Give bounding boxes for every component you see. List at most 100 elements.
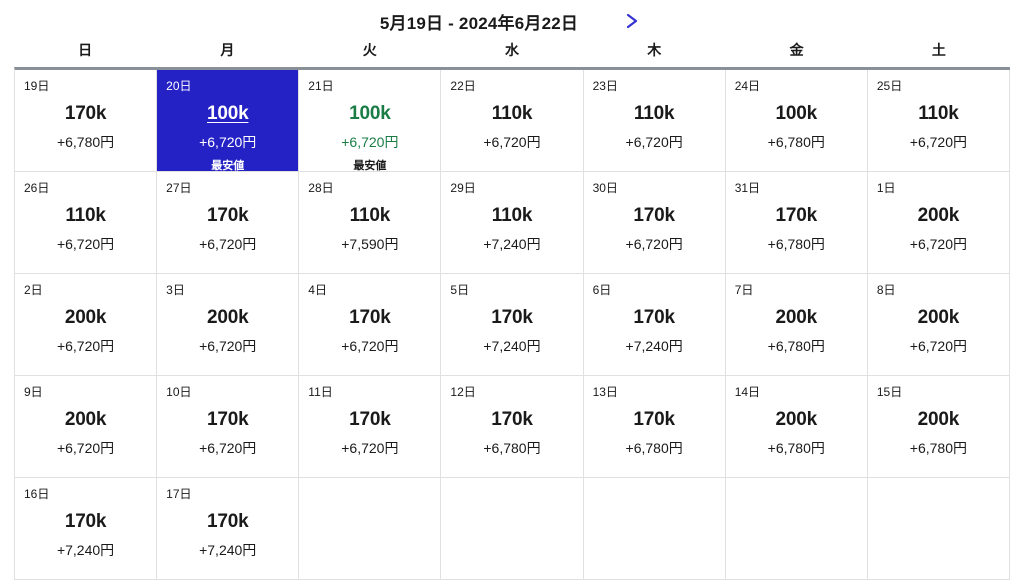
cell-price-value: +6,720円 — [909, 134, 968, 150]
calendar-cell-16[interactable]: 16日 170k +7,240円 — [15, 478, 158, 580]
calendar-cell-empty — [441, 478, 584, 580]
cell-miles-value: 170k — [491, 307, 533, 328]
cell-day-label: 13日 — [592, 385, 618, 399]
cell-day-label: 24日 — [734, 79, 761, 93]
calendar-cell-5[interactable]: 5日 170k +7,240円 — [441, 274, 584, 376]
calendar-cell-empty — [299, 478, 442, 580]
cell-miles-value: 170k — [491, 409, 533, 430]
calendar-cell-14[interactable]: 14日 200k +6,780円 — [725, 376, 868, 478]
calendar-cell-11[interactable]: 11日 170k +6,720円 — [299, 376, 442, 478]
calendar-cell-22[interactable]: 22日 110k +6,720円 — [441, 70, 584, 172]
cell-miles-value: 110k — [491, 103, 533, 124]
cell-price-value: +6,720円 — [909, 338, 968, 354]
cell-day-label: 29日 — [450, 181, 476, 195]
cell-price-value: +6,780円 — [767, 338, 825, 354]
calendar-cell-21[interactable]: 21日 100k +6,720円最安値 — [299, 70, 442, 172]
weekday-header: 日月火水木金土 — [14, 38, 1010, 67]
cell-price-value: +7,240円 — [56, 542, 115, 558]
cell-miles-value: 200k — [64, 307, 107, 328]
cell-miles-value: 170k — [206, 409, 249, 430]
calendar-cell-8[interactable]: 8日 200k +6,720円 — [867, 274, 1010, 376]
calendar-cell-29[interactable]: 29日 110k +7,240円 — [441, 172, 584, 274]
cell-miles-value: 110k — [918, 103, 959, 124]
cell-price-value: +6,720円 — [341, 440, 399, 456]
cell-day-label: 6日 — [592, 283, 612, 297]
cell-miles-value: 100k — [349, 103, 391, 124]
cell-day-label: 9日 — [24, 385, 43, 399]
cell-day-label: 23日 — [592, 79, 618, 93]
calendar-cell-1[interactable]: 1日 200k +6,720円 — [867, 172, 1010, 274]
calendar-cell-empty — [583, 478, 726, 580]
cell-price-value: +6,720円 — [341, 134, 399, 150]
cell-miles-value: 170k — [64, 511, 107, 532]
cell-miles-value: 170k — [633, 205, 675, 226]
lowest-price-badge: 最安値 — [353, 160, 387, 172]
cell-miles-value: 170k — [206, 205, 249, 226]
calendar-title-bar: 5月19日 - 2024年6月22日 — [0, 0, 1024, 38]
calendar-cell-30[interactable]: 30日 170k +6,720円 — [583, 172, 726, 274]
cell-price-value: +6,780円 — [767, 440, 825, 456]
calendar-cell-31[interactable]: 31日 170k +6,780円 — [725, 172, 868, 274]
cell-price-value: +6,720円 — [56, 338, 115, 354]
calendar-cell-10[interactable]: 10日 170k +6,720円 — [157, 376, 300, 478]
cell-price-value: +6,720円 — [341, 338, 399, 354]
cell-miles-value: 200k — [917, 205, 960, 226]
calendar-cell-3[interactable]: 3日 200k +6,720円 — [157, 274, 300, 376]
calendar-cell-2[interactable]: 2日 200k +6,720円 — [15, 274, 158, 376]
calendar-cell-17[interactable]: 17日 170k +7,240円 — [157, 478, 300, 580]
cell-miles-value: 100k — [775, 103, 818, 124]
cell-day-label: 7日 — [734, 283, 754, 297]
calendar-cell-6[interactable]: 6日 170k +7,240円 — [583, 274, 726, 376]
cell-day-label: 21日 — [308, 79, 334, 93]
cell-price-value: +6,720円 — [199, 338, 257, 354]
cell-day-label: 8日 — [876, 283, 896, 297]
next-period-button[interactable] — [620, 9, 644, 33]
cell-miles-value: 200k — [917, 307, 960, 328]
calendar-cell-15[interactable]: 15日 200k +6,780円 — [867, 376, 1010, 478]
cell-price-value: +6,780円 — [909, 440, 968, 456]
cell-miles-value: 200k — [917, 409, 960, 430]
cell-price-value: +7,590円 — [341, 236, 399, 252]
cell-day-label: 5日 — [450, 283, 470, 297]
calendar-cell-7[interactable]: 7日 200k +6,780円 — [725, 274, 868, 376]
cell-day-label: 31日 — [734, 181, 761, 195]
calendar-cell-19[interactable]: 19日 170k +6,780円 — [15, 70, 158, 172]
cell-day-label: 14日 — [734, 385, 761, 399]
cell-day-label: 2日 — [24, 283, 43, 297]
cell-price-value: +6,780円 — [56, 134, 115, 150]
weekday-label: 金 — [789, 42, 804, 58]
cell-day-label: 28日 — [308, 181, 334, 195]
cell-miles-value: 170k — [206, 511, 249, 532]
cell-day-label: 10日 — [166, 385, 192, 399]
cell-price-value: +6,720円 — [483, 134, 541, 150]
cell-day-label: 11日 — [308, 385, 333, 399]
calendar-cell-24[interactable]: 24日 100k +6,780円 — [725, 70, 868, 172]
cell-day-label: 30日 — [592, 181, 618, 195]
cell-price-value: +6,780円 — [483, 440, 541, 456]
cell-price-value: +7,240円 — [483, 236, 541, 252]
cell-miles-value: 110k — [349, 205, 391, 226]
cell-miles-value: 170k — [775, 205, 818, 226]
calendar-cell-26[interactable]: 26日 110k +6,720円 — [15, 172, 158, 274]
calendar-cell-28[interactable]: 28日 110k +7,590円 — [299, 172, 442, 274]
calendar-grid: 19日 170k +6,780円 20日 100k +6,720円 最安値 21日 100k +6… — [14, 67, 1010, 580]
cell-miles-value: 100k — [206, 103, 249, 124]
cell-price-value: +6,720円 — [56, 236, 115, 252]
calendar-cell-9[interactable]: 9日 200k +6,720円 — [15, 376, 158, 478]
cell-price-value: +6,720円 — [56, 440, 115, 456]
cell-price-value: +6,720円 — [625, 236, 683, 252]
calendar-cell-4[interactable]: 4日 170k +6,720円 — [299, 274, 442, 376]
fare-calendar: 日月火水木金土 19日 170k +6,780円 20日 100k +6,720円 最安値 2… — [14, 38, 1010, 580]
cell-day-label: 17日 — [166, 487, 192, 501]
cell-miles-value: 110k — [65, 205, 106, 226]
calendar-cell-27[interactable]: 27日 170k +6,720円 — [157, 172, 300, 274]
cell-miles-value: 170k — [633, 307, 675, 328]
calendar-cell-13[interactable]: 13日 170k +6,780円 — [583, 376, 726, 478]
cell-day-label: 27日 — [166, 181, 192, 195]
date-range-title: 5月19日 - 2024年6月22日 — [379, 13, 579, 33]
calendar-cell-12[interactable]: 12日 170k +6,780円 — [441, 376, 584, 478]
calendar-cell-25[interactable]: 25日 110k +6,720円 — [867, 70, 1010, 172]
cell-price-value: +6,780円 — [767, 236, 825, 252]
calendar-cell-20[interactable]: 20日 100k +6,720円 最安値 — [157, 70, 300, 172]
calendar-cell-23[interactable]: 23日 110k +6,720円 — [583, 70, 726, 172]
